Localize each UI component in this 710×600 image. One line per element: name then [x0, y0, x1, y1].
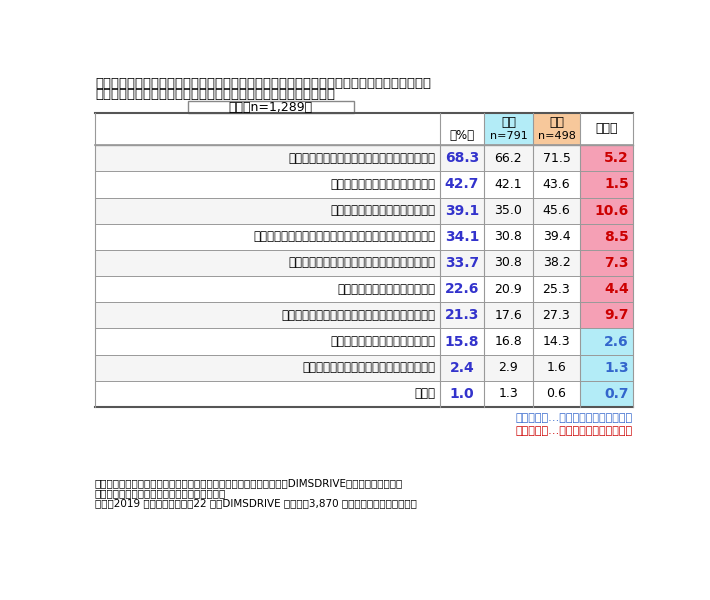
Bar: [580, 328, 633, 355]
Bar: [580, 355, 633, 381]
Text: 20.9: 20.9: [495, 283, 523, 296]
Text: 14.3: 14.3: [542, 335, 570, 348]
Bar: [95, 197, 633, 224]
Text: 1.5: 1.5: [604, 178, 629, 191]
Text: 1.3: 1.3: [498, 388, 518, 400]
Text: 2.4: 2.4: [449, 361, 474, 374]
Bar: [95, 302, 633, 328]
Text: 15.8: 15.8: [444, 335, 479, 349]
Text: 17.6: 17.6: [495, 309, 523, 322]
Text: 42.1: 42.1: [495, 178, 523, 191]
Text: 22.6: 22.6: [444, 282, 479, 296]
Bar: [484, 113, 532, 145]
Text: 4.4: 4.4: [604, 282, 629, 296]
Bar: [580, 197, 633, 224]
Text: 10.6: 10.6: [595, 203, 629, 218]
Text: 35.0: 35.0: [494, 204, 523, 217]
Text: 43.6: 43.6: [542, 178, 570, 191]
Text: 68.3: 68.3: [444, 151, 479, 165]
Text: 1.3: 1.3: [604, 361, 629, 374]
Bar: [580, 172, 633, 197]
Text: 39.4: 39.4: [542, 230, 570, 243]
Text: 0.6: 0.6: [547, 388, 567, 400]
Bar: [95, 172, 633, 197]
Bar: [188, 101, 354, 113]
Text: 期間：2019 年３月６日～３月22 日、DIMSDRIVE モニター3,870 人から回答を得ています。: 期間：2019 年３月６日～３月22 日、DIMSDRIVE モニター3,870…: [95, 499, 417, 509]
Text: 男性: 男性: [501, 116, 516, 128]
Bar: [95, 145, 633, 172]
Text: 旅先・海外の製品では不安だから: 旅先・海外の製品では不安だから: [330, 204, 435, 217]
Text: 21.3: 21.3: [444, 308, 479, 322]
Text: 2.6: 2.6: [604, 335, 629, 349]
Text: 7.3: 7.3: [604, 256, 629, 270]
Text: 38.2: 38.2: [542, 256, 570, 269]
Text: 30.8: 30.8: [494, 230, 523, 243]
Bar: [580, 276, 633, 302]
Bar: [580, 250, 633, 276]
Text: n=791: n=791: [489, 131, 528, 141]
Text: 1.0: 1.0: [449, 387, 474, 401]
Bar: [580, 381, 633, 407]
Text: 手ごろなサイズや容量があるから: 手ごろなサイズや容量があるから: [330, 335, 435, 348]
Text: 0.7: 0.7: [604, 387, 629, 401]
Text: 性能・品質が高く信用できるから: 性能・品質が高く信用できるから: [330, 178, 435, 191]
Text: （%）: （%）: [449, 130, 474, 142]
Text: 71.5: 71.5: [542, 152, 570, 165]
Text: 「海外旅行に持っていきたい日本の日用品」。: 「海外旅行に持っていきたい日本の日用品」。: [95, 488, 226, 499]
Text: 旅先・海外では商品情報が外国語で読めないから: 旅先・海外では商品情報が外国語で読めないから: [281, 309, 435, 322]
Bar: [95, 328, 633, 355]
Text: 男女差: 男女差: [595, 122, 618, 136]
Text: 調査機関：インターワイヤード株式会社が運営するネットリサーチ『DIMSDRIVE』実施のアンケート: 調査機関：インターワイヤード株式会社が運営するネットリサーチ『DIMSDRIVE…: [95, 479, 403, 488]
Bar: [580, 302, 633, 328]
Text: 42.7: 42.7: [444, 178, 479, 191]
Text: 25.3: 25.3: [542, 283, 570, 296]
Text: 66.2: 66.2: [495, 152, 523, 165]
Text: 2.9: 2.9: [498, 361, 518, 374]
Text: 16.8: 16.8: [495, 335, 523, 348]
Text: いつもの使い慣れているアイテム・銘柄だから: いつもの使い慣れているアイテム・銘柄だから: [288, 152, 435, 165]
Bar: [95, 355, 633, 381]
Text: 33.7: 33.7: [445, 256, 479, 270]
Text: 男女差赤字…女性のほうが数値が高い: 男女差赤字…女性のほうが数値が高い: [515, 426, 633, 436]
Text: 女性: 女性: [549, 116, 564, 128]
Text: n=498: n=498: [537, 131, 575, 141]
Text: 日本のものを旅先であげると喜ばれるので: 日本のものを旅先であげると喜ばれるので: [302, 361, 435, 374]
Text: 30.8: 30.8: [494, 256, 523, 269]
Text: 全体（n=1,289）: 全体（n=1,289）: [229, 101, 313, 113]
Bar: [95, 224, 633, 250]
Text: 8.5: 8.5: [604, 230, 629, 244]
Text: 9.7: 9.7: [604, 308, 629, 322]
Bar: [95, 276, 633, 302]
Bar: [95, 381, 633, 407]
Text: その他: その他: [414, 388, 435, 400]
Text: 1.6: 1.6: [547, 361, 567, 374]
Bar: [580, 224, 633, 250]
Text: 旅先・海外では入手できないかもしれないから: 旅先・海外では入手できないかもしれないから: [288, 256, 435, 269]
Text: 男女差青字…男性のほうが数値が高い: 男女差青字…男性のほうが数値が高い: [515, 413, 633, 423]
Text: 旅先・海外で買うと割高だから: 旅先・海外で買うと割高だから: [337, 283, 435, 296]
Text: 39.1: 39.1: [444, 203, 479, 218]
Text: 成分・素材が安心だから（低刺激・無添加・日本製など）: 成分・素材が安心だから（低刺激・無添加・日本製など）: [253, 230, 435, 243]
Text: なく、日本から持参したい理由を教えてください」についての回答: なく、日本から持参したい理由を教えてください」についての回答: [95, 88, 335, 101]
Text: 34.1: 34.1: [444, 230, 479, 244]
Bar: [532, 113, 580, 145]
Text: 5.2: 5.2: [604, 151, 629, 165]
Bar: [95, 250, 633, 276]
Text: 表６「海外旅行に行くときに、日用雑貨や医薬品（市販薬）を、旅先・海外で入手するのでは: 表６「海外旅行に行くときに、日用雑貨や医薬品（市販薬）を、旅先・海外で入手するの…: [95, 77, 431, 91]
Bar: [580, 145, 633, 172]
Text: 27.3: 27.3: [542, 309, 570, 322]
Text: 45.6: 45.6: [542, 204, 570, 217]
